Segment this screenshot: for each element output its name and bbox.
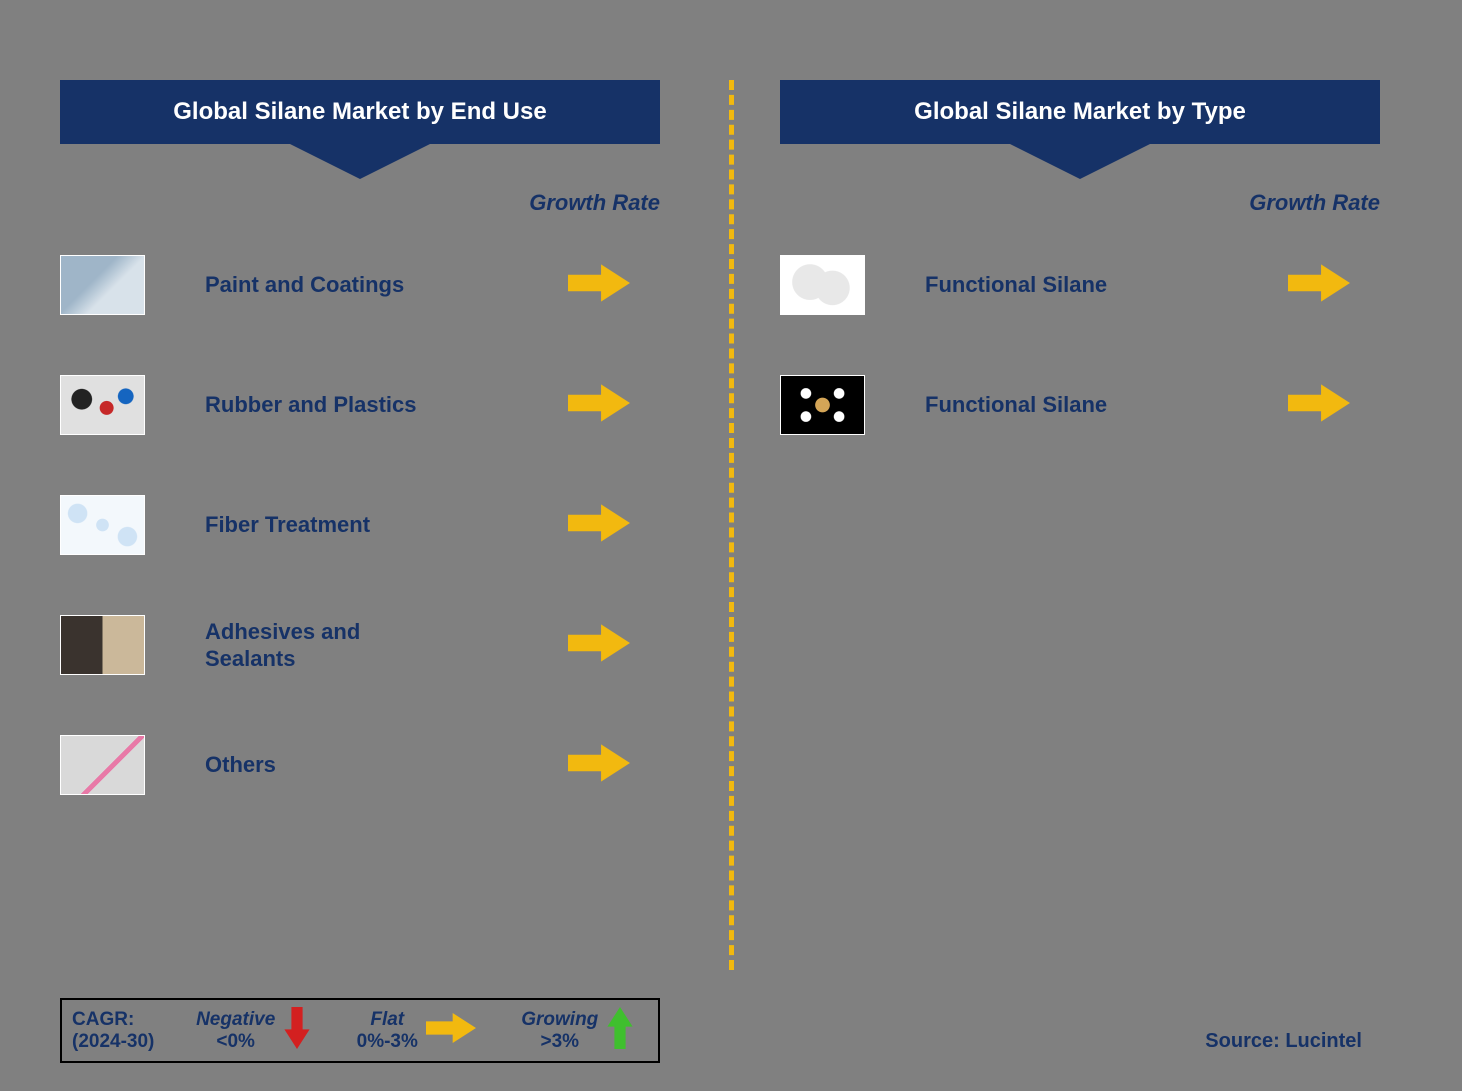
source-label: Source: Lucintel (1205, 1030, 1362, 1053)
end-use-label: Fiber Treatment (205, 511, 435, 539)
end-use-row: Rubber and Plastics (60, 370, 660, 440)
flat-arrow-icon (568, 742, 630, 789)
header-end-use-title: Global Silane Market by End Use (173, 98, 546, 125)
end-use-row: Fiber Treatment (60, 490, 660, 560)
header-by-type: Global Silane Market by Type (780, 80, 1380, 144)
legend-entry-label: Negative<0% (196, 1009, 275, 1053)
by-type-row: Functional Silane (780, 370, 1380, 440)
flat-arrow-icon (568, 262, 630, 309)
growing-arrow-icon (606, 1006, 634, 1055)
growth-rate-label-right: Growth Rate (1249, 190, 1380, 216)
flat-arrow-icon (568, 502, 630, 549)
end-use-thumb (60, 735, 145, 795)
panel-end-use: Global Silane Market by End Use Growth R… (60, 80, 660, 144)
end-use-row: Others (60, 730, 660, 800)
legend-entry: Growing>3% (521, 1006, 634, 1055)
panel-by-type: Global Silane Market by Type Growth Rate… (780, 80, 1380, 144)
legend-entry-label: Flat0%-3% (357, 1009, 418, 1053)
legend-box: CAGR: (2024-30) Negative<0% Flat0%-3% Gr… (60, 998, 660, 1063)
legend-entry-label: Growing>3% (521, 1009, 598, 1053)
flat-arrow-icon (568, 622, 630, 669)
growth-rate-label-left: Growth Rate (529, 190, 660, 216)
flat-arrow-icon (426, 1011, 476, 1050)
end-use-label: Adhesives and Sealants (205, 618, 435, 673)
legend-cagr: CAGR: (2024-30) (72, 1009, 154, 1053)
end-use-thumb (60, 615, 145, 675)
end-use-thumb (60, 255, 145, 315)
end-use-label: Paint and Coatings (205, 271, 435, 299)
by-type-label: Functional Silane (925, 271, 1155, 299)
end-use-label: Rubber and Plastics (205, 391, 435, 419)
by-type-row: Functional Silane (780, 250, 1380, 320)
end-use-thumb (60, 375, 145, 435)
by-type-label: Functional Silane (925, 391, 1155, 419)
legend-entry: Negative<0% (196, 1006, 311, 1055)
vertical-divider (729, 80, 734, 970)
negative-arrow-icon (283, 1006, 311, 1055)
end-use-thumb (60, 495, 145, 555)
end-use-items: Paint and Coatings Rubber and Plastics F… (60, 250, 660, 850)
by-type-items: Functional Silane Functional Silane (780, 250, 1380, 490)
flat-arrow-icon (1288, 262, 1350, 309)
end-use-row: Paint and Coatings (60, 250, 660, 320)
legend-cagr-line1: CAGR: (72, 1009, 154, 1031)
flat-arrow-icon (568, 382, 630, 429)
end-use-row: Adhesives and Sealants (60, 610, 660, 680)
header-end-use: Global Silane Market by End Use (60, 80, 660, 144)
flat-arrow-icon (1288, 382, 1350, 429)
legend-cagr-line2: (2024-30) (72, 1031, 154, 1053)
by-type-thumb (780, 255, 865, 315)
header-by-type-title: Global Silane Market by Type (914, 98, 1246, 125)
end-use-label: Others (205, 751, 435, 779)
by-type-thumb (780, 375, 865, 435)
legend-entry: Flat0%-3% (357, 1009, 476, 1053)
